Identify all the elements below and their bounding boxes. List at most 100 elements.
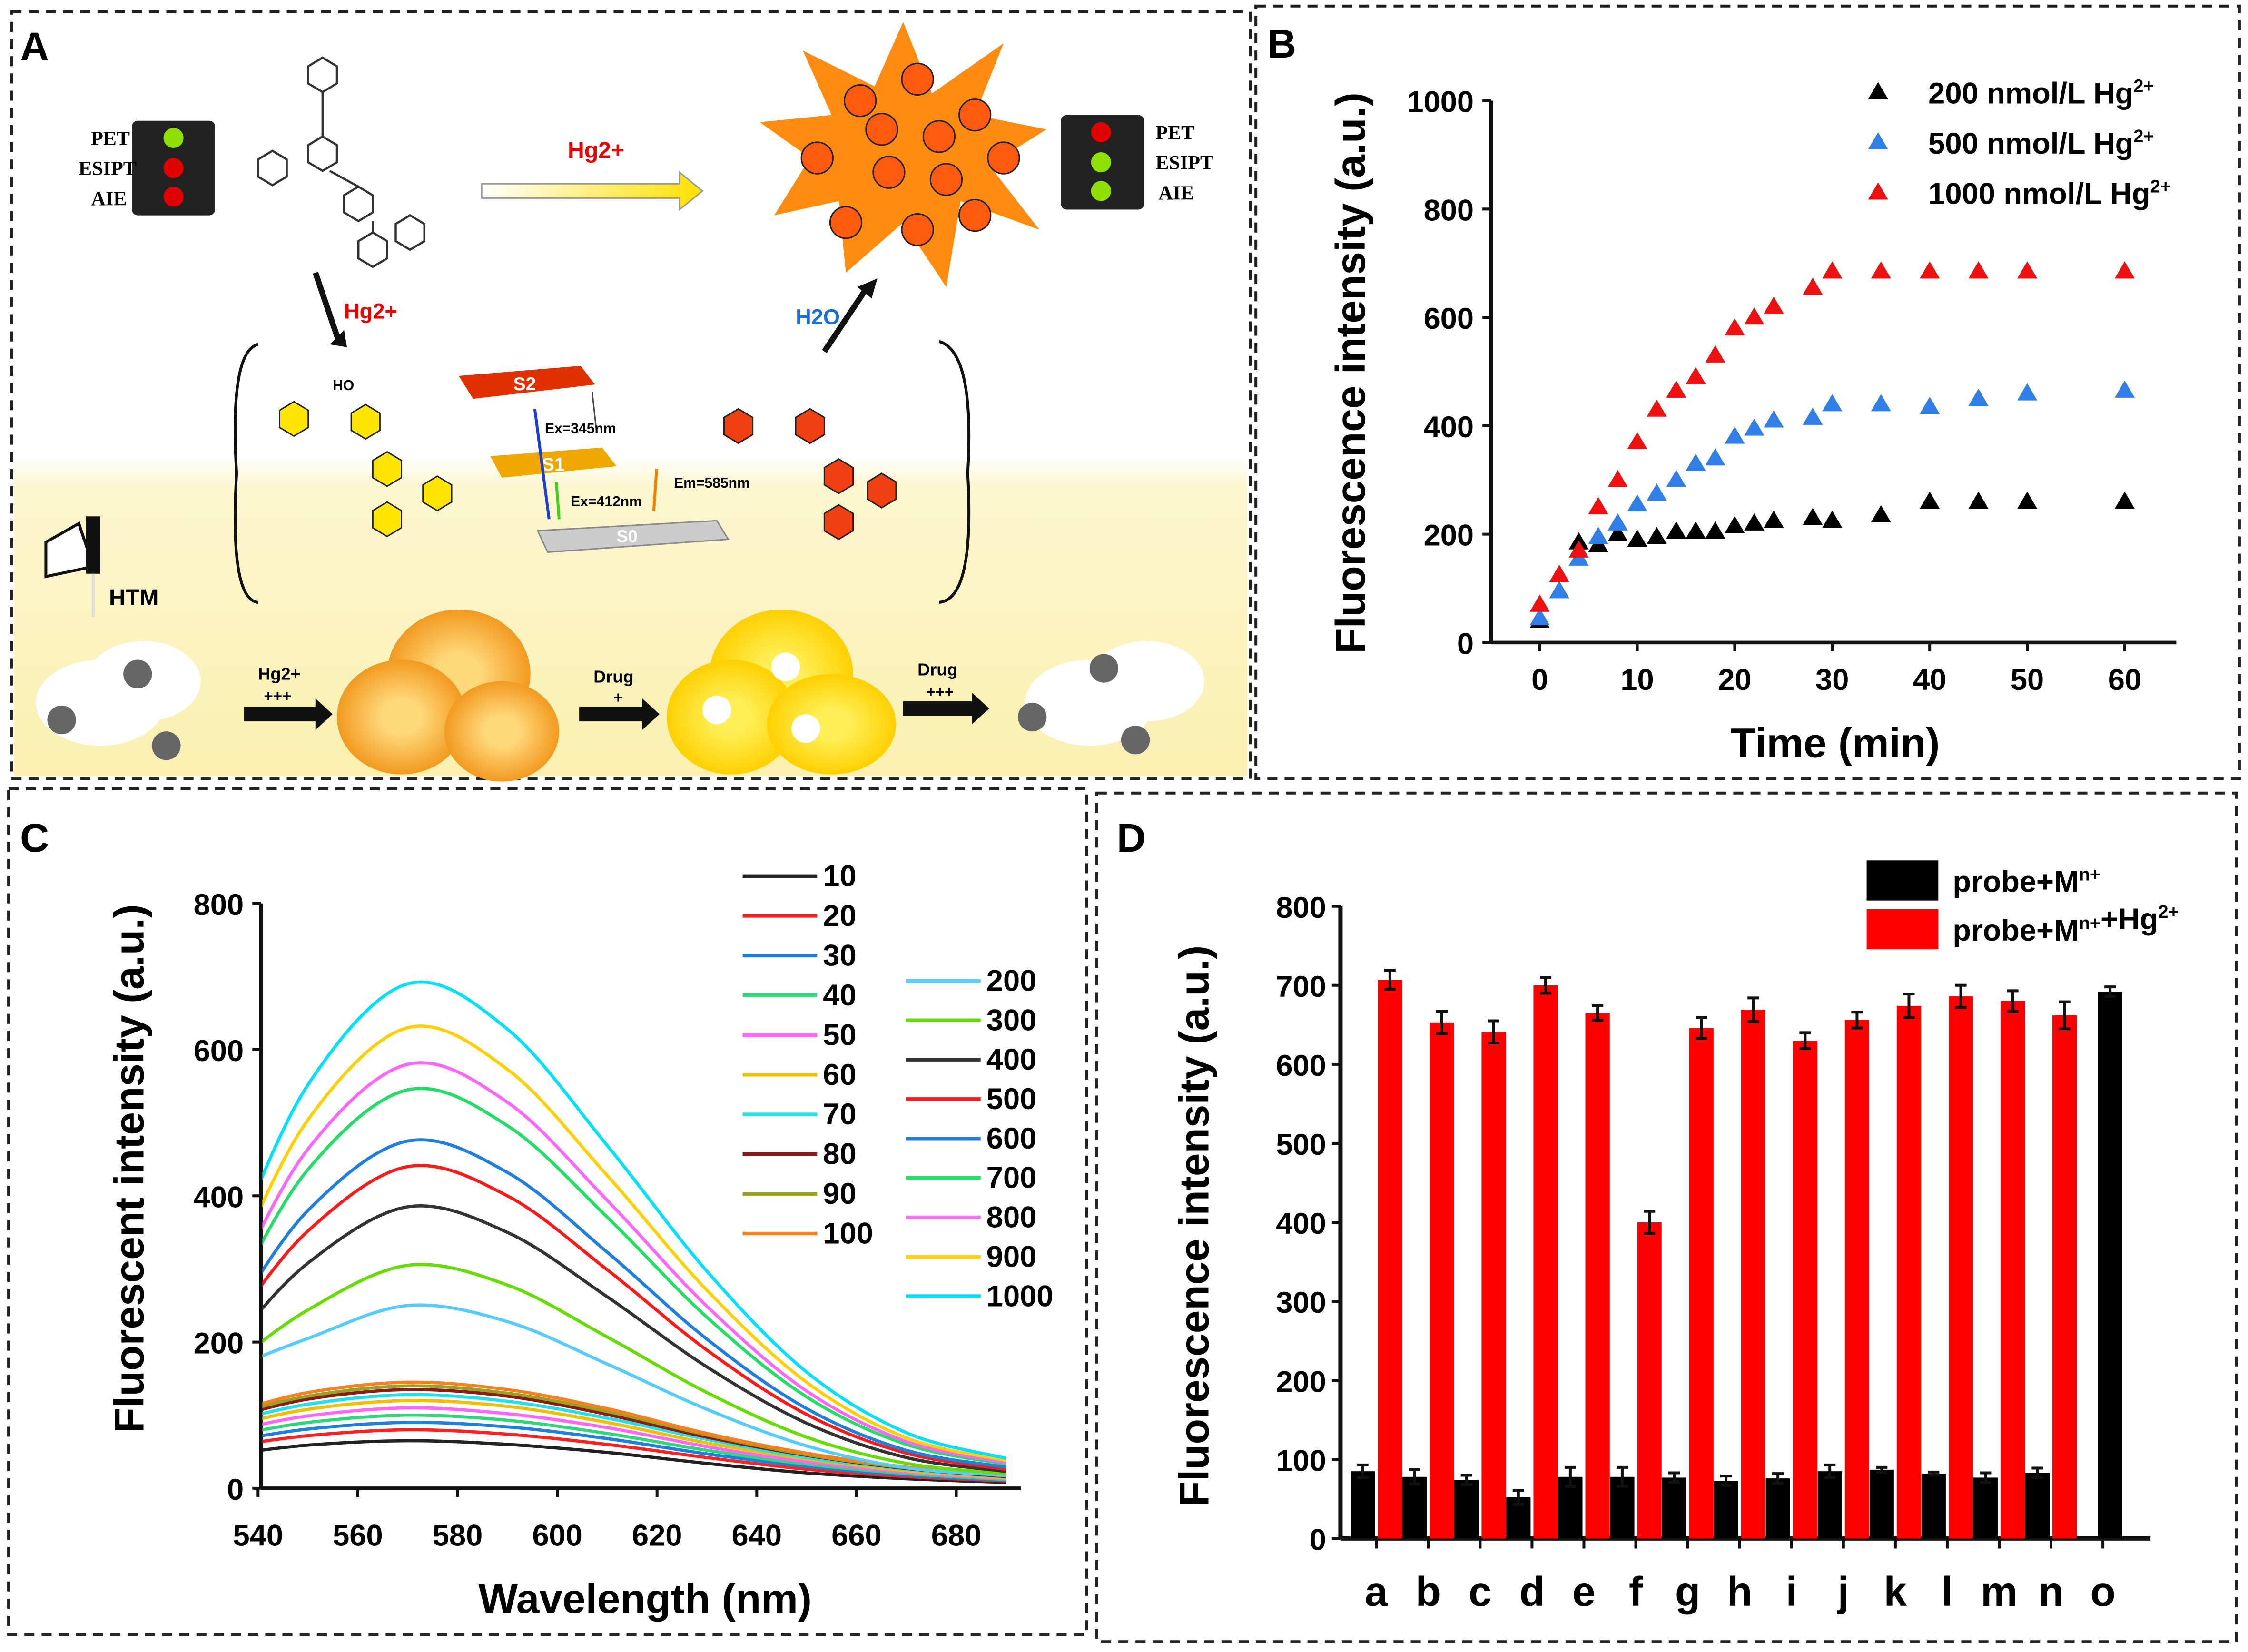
- spectrum-line: [262, 1061, 1006, 1465]
- y-tick-label: 800: [1276, 891, 1326, 924]
- bar: [1973, 1477, 1998, 1539]
- panel-c-label: C: [20, 816, 49, 860]
- error-bar: [2031, 1466, 2043, 1479]
- error-bar: [1772, 1472, 1784, 1485]
- data-point: [1607, 470, 1628, 487]
- step2-label: Drug: [593, 667, 633, 687]
- spectrum-line: [262, 1164, 1006, 1471]
- bar: [1402, 1476, 1427, 1539]
- y-tick-label: 500: [1276, 1128, 1326, 1161]
- spectrum-line: [262, 1087, 1006, 1466]
- data-point: [1871, 261, 1891, 279]
- data-point: [1686, 521, 1706, 539]
- bar: [1741, 1010, 1765, 1539]
- data-point: [2017, 383, 2038, 401]
- light-esipt-icon: [163, 158, 184, 178]
- bar: [1351, 1471, 1375, 1539]
- error-bar: [2007, 989, 2019, 1013]
- legend-label: 10: [823, 860, 856, 893]
- legend-label: probe+Mn++Hg2+: [1952, 902, 2179, 947]
- step2-level: +: [613, 689, 622, 707]
- bar: [2025, 1473, 2050, 1539]
- data-point: [1686, 453, 1706, 471]
- spectrum-line: [262, 1406, 1006, 1481]
- chart-c: 0 200 400 600 800 540 560 580 600 620 640 660 680 Wav…: [106, 860, 1053, 1622]
- x-tick-label: g: [1675, 1568, 1700, 1615]
- error-bar: [1799, 1031, 1811, 1050]
- x-tick-label: n: [2038, 1568, 2063, 1615]
- left-label-pet: PET: [91, 128, 130, 150]
- data-point: [1968, 261, 1989, 279]
- data-point: [1764, 296, 1784, 314]
- data-point: [1607, 524, 1628, 541]
- data-point: [1666, 521, 1686, 539]
- y-tick-label: 0: [1310, 1523, 1326, 1556]
- energy-level-diagram: S2 S1 S0 Ex=345nm Ex=412nm Em=585nm: [459, 365, 750, 553]
- legend-label: 900: [986, 1240, 1037, 1273]
- legend-label: 300: [986, 1003, 1037, 1037]
- y-tick-label: 800: [194, 888, 244, 922]
- x-axis-title: Wavelength (nm): [478, 1575, 811, 1622]
- data-point: [1627, 529, 1647, 547]
- data-point: [1666, 470, 1686, 487]
- data-point: [1871, 394, 1891, 412]
- s2-level: [459, 365, 595, 399]
- error-bar: [1696, 1016, 1707, 1040]
- legend-label: 200: [986, 964, 1037, 997]
- data-point: [1647, 527, 1667, 544]
- x-tick-label: o: [2090, 1568, 2115, 1615]
- legend-label: 500: [986, 1082, 1037, 1116]
- bar: [1948, 996, 1973, 1539]
- x-tick-label: f: [1629, 1568, 1643, 1615]
- bar: [1896, 1005, 1922, 1539]
- y-tick-label: 0: [1457, 627, 1474, 660]
- data-point: [1549, 564, 1569, 582]
- panel-d-label: D: [1117, 816, 1146, 860]
- keto-molecule: [723, 408, 897, 541]
- legend-marker: [1868, 132, 1888, 149]
- bar: [1869, 1469, 1894, 1539]
- data-point: [1588, 497, 1608, 514]
- data-point: [1803, 508, 1823, 525]
- data-point: [1529, 594, 1550, 612]
- data-point: [1744, 307, 1765, 325]
- y-tick-label: 400: [194, 1180, 244, 1214]
- spectrum-line: [262, 1413, 1006, 1481]
- bar: [1765, 1478, 1790, 1539]
- error-bar: [1720, 1475, 1732, 1487]
- legend-label: 700: [986, 1161, 1037, 1195]
- x-tick-label: 660: [831, 1519, 882, 1552]
- legend-label: 50: [823, 1018, 856, 1052]
- legend-label: 500 nmol/L Hg2+: [1928, 127, 2154, 160]
- error-bar: [1564, 1465, 1576, 1488]
- spectrum-line: [262, 1138, 1006, 1469]
- y-tick-label: 0: [227, 1473, 244, 1506]
- panel-a-background: [14, 14, 1248, 776]
- right-label-pet: PET: [1155, 122, 1194, 144]
- bar: [2000, 1001, 2025, 1539]
- y-tick-label: 100: [1276, 1444, 1326, 1477]
- y-axis-title: Fluorescent intensity (a.u.): [106, 904, 152, 1433]
- bar: [1378, 980, 1402, 1539]
- data-point: [1725, 318, 1745, 335]
- data-point: [1627, 432, 1647, 450]
- error-bar: [1980, 1471, 1992, 1484]
- bar: [2052, 1015, 2077, 1539]
- data-point: [1607, 513, 1628, 531]
- x-tick-label: 60: [2108, 663, 2141, 697]
- chart-b: 0 200 400 600 800 1000 0 10 20 30 40 50 60 Time (min)…: [1327, 76, 2177, 766]
- s1-label: S1: [542, 454, 565, 475]
- x-tick-label: j: [1837, 1568, 1849, 1615]
- cells-right: [1018, 641, 1204, 755]
- cells-orange: [336, 610, 559, 782]
- panel-b-frame: [1254, 4, 2241, 780]
- spectrum-line: [262, 1263, 1006, 1475]
- bar: [2098, 992, 2122, 1539]
- data-point: [1822, 261, 1843, 279]
- legend-label: 40: [823, 979, 856, 1012]
- chart-d: 0 100 200 300 400 500 600 700 800 a b c d e f g h i j k l m n o…: [1171, 860, 2179, 1615]
- data-point: [1803, 277, 1823, 295]
- legend-label: 70: [823, 1098, 856, 1131]
- panel-a-label: A: [20, 24, 49, 69]
